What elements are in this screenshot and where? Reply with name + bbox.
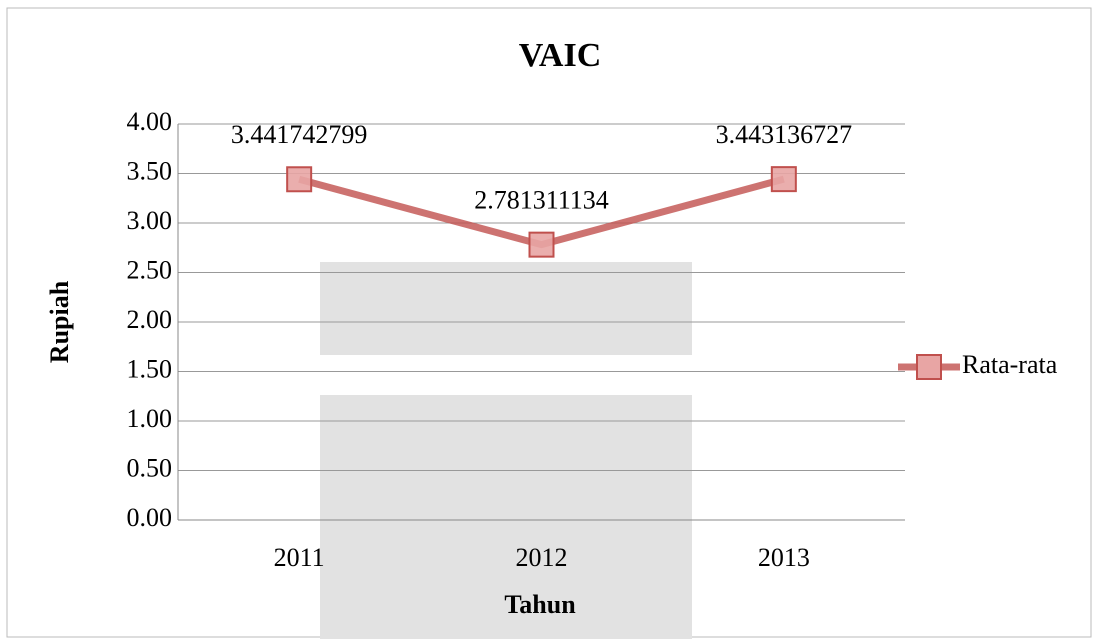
chart-title: VAIC <box>519 37 602 74</box>
marker <box>286 166 313 193</box>
legend-label: Rata-rata <box>962 350 1058 379</box>
y-tick-label: 2.50 <box>127 255 173 284</box>
y-tick-label: 1.00 <box>127 404 173 433</box>
watermark <box>320 395 692 639</box>
y-tick-label: 0.00 <box>127 503 173 532</box>
data-label: 3.441742799 <box>231 120 368 149</box>
legend-marker <box>916 354 942 380</box>
y-tick-label: 3.00 <box>127 206 173 235</box>
marker <box>528 231 555 258</box>
x-tick-label: 2012 <box>516 543 568 572</box>
x-tick-label: 2013 <box>758 543 810 572</box>
x-tick-label: 2011 <box>274 543 325 572</box>
marker <box>770 166 797 193</box>
y-tick-label: 3.50 <box>127 156 173 185</box>
y-tick-label: 4.00 <box>127 107 173 136</box>
data-label: 3.443136727 <box>716 120 853 149</box>
x-axis-label: Tahun <box>504 590 576 619</box>
y-axis-label: Rupiah <box>45 280 74 363</box>
data-label: 2.781311134 <box>474 186 609 215</box>
watermark <box>320 262 692 355</box>
y-tick-label: 1.50 <box>127 354 173 383</box>
y-tick-label: 2.00 <box>127 305 173 334</box>
y-tick-label: 0.50 <box>127 453 173 482</box>
